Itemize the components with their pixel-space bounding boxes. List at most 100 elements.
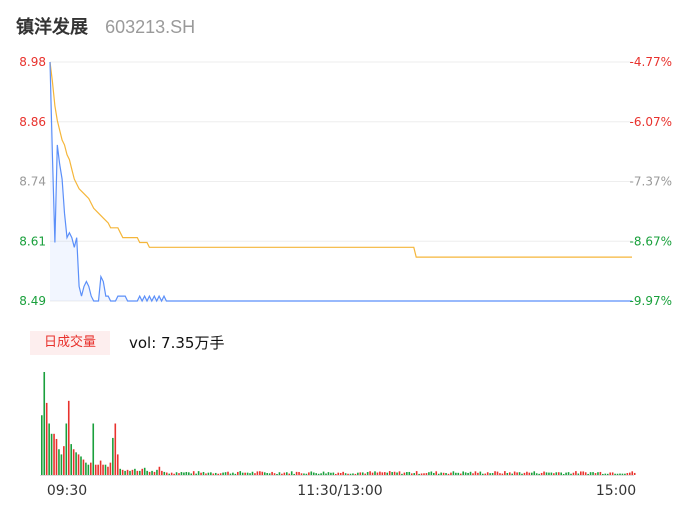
volume-bar <box>141 468 144 475</box>
volume-bar <box>381 472 384 475</box>
volume-bar <box>455 472 457 475</box>
volume-bar <box>112 437 114 475</box>
volume-bar <box>396 472 398 475</box>
volume-bar <box>330 472 332 475</box>
volume-bar <box>121 469 124 475</box>
volume-bar <box>526 471 528 475</box>
volume-bar <box>337 472 340 475</box>
volume-bar <box>531 472 533 475</box>
volume-bar <box>234 473 237 475</box>
volume-bar <box>104 464 107 475</box>
volume-bar <box>175 472 178 475</box>
volume-badge[interactable]: 日成交量 <box>30 331 110 355</box>
volume-bar <box>202 471 205 475</box>
volume-bar <box>594 473 597 475</box>
volume-bar <box>420 473 423 475</box>
volume-bar <box>278 472 281 475</box>
volume-bar <box>371 472 374 475</box>
volume-bar <box>374 471 376 475</box>
volume-bar <box>496 471 499 475</box>
volume-bar <box>624 473 626 475</box>
volume-bar <box>376 472 379 475</box>
volume-bar <box>575 471 577 475</box>
volume-bar <box>143 467 146 475</box>
volume-bar <box>119 468 121 475</box>
volume-bar <box>87 464 90 475</box>
volume-bar <box>557 472 560 475</box>
volume-bar <box>462 471 464 475</box>
volume-bar <box>425 473 428 475</box>
volume-bar <box>562 473 565 475</box>
volume-bar <box>482 473 484 475</box>
volume-bar <box>298 472 300 475</box>
volume-bar <box>359 472 362 475</box>
volume-bar <box>580 471 582 475</box>
volume-bar <box>516 472 518 475</box>
volume-bar <box>604 473 607 475</box>
volume-bar <box>513 471 516 475</box>
volume-bar <box>344 473 347 475</box>
volume-bar <box>406 472 408 475</box>
volume-bar <box>614 473 616 475</box>
volume-bar <box>239 471 242 475</box>
volume-bar <box>418 473 420 475</box>
volume-bar <box>550 472 553 475</box>
price-tick-label: 8.98 <box>19 55 46 69</box>
volume-bar <box>308 472 310 475</box>
volume-bar <box>136 470 139 475</box>
volume-bar <box>72 449 75 475</box>
volume-bar <box>423 473 425 475</box>
volume-bar <box>303 473 305 475</box>
volume-bar <box>227 471 229 475</box>
volume-bar <box>90 462 92 475</box>
volume-bar <box>533 471 536 475</box>
price-tick-label: 8.61 <box>19 234 46 248</box>
volume-bar <box>459 473 462 475</box>
volume-bar <box>168 473 170 475</box>
volume-bar <box>70 444 72 475</box>
volume-bar <box>393 471 396 475</box>
volume-bar <box>619 473 621 475</box>
volume-bar <box>555 472 558 475</box>
volume-bar <box>384 472 386 475</box>
volume-bar <box>183 472 185 475</box>
volume-bar <box>293 473 295 475</box>
volume-bar <box>295 471 298 475</box>
volume-bar <box>633 472 636 475</box>
volume-bar <box>589 472 592 475</box>
volume-bar <box>597 472 599 475</box>
volume-bar <box>288 473 291 475</box>
volume-bar <box>430 471 433 475</box>
volume-bar <box>41 415 43 475</box>
price-line <box>49 61 632 303</box>
volume-bar <box>489 473 491 475</box>
volume-bar <box>48 423 50 475</box>
volume-bar <box>587 473 589 475</box>
volume-bar <box>572 472 575 475</box>
volume-bar <box>60 454 63 475</box>
volume-bar <box>398 471 401 475</box>
volume-bar <box>129 470 131 475</box>
volume-bar <box>219 473 222 475</box>
volume-bar <box>241 472 244 475</box>
volume-bar <box>312 472 315 475</box>
line-series <box>49 61 632 303</box>
volume-bar <box>523 472 526 475</box>
volume-bar <box>246 472 249 475</box>
volume-bar <box>494 471 496 475</box>
volume-bar <box>305 473 308 475</box>
volume-bar <box>63 446 65 475</box>
volume-bar <box>156 469 158 475</box>
volume-bar <box>210 472 212 475</box>
volume-bar <box>447 473 450 475</box>
volume-bar <box>484 473 487 475</box>
volume-bar <box>626 473 629 475</box>
volume-bar <box>565 472 567 475</box>
volume-bar <box>102 464 104 475</box>
volume-bar <box>347 473 349 475</box>
volume-bar <box>131 469 134 475</box>
volume-bar <box>609 472 611 475</box>
volume-bar <box>251 471 254 475</box>
volume-bar <box>286 472 288 475</box>
volume-bar <box>433 472 435 475</box>
